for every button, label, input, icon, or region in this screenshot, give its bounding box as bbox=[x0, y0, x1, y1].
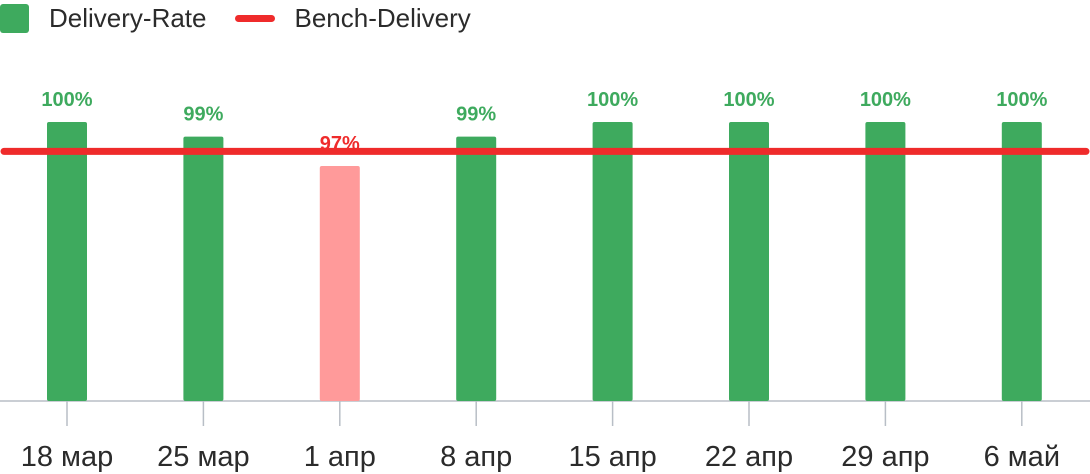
legend-swatch-delivery-rate bbox=[0, 3, 29, 33]
legend: Delivery-Rate Bench-Delivery bbox=[0, 0, 471, 36]
x-tick-label-6: 22 апр bbox=[705, 441, 793, 473]
bar-4 bbox=[456, 136, 497, 401]
bar-6 bbox=[729, 122, 769, 401]
legend-swatch-bench-delivery bbox=[234, 14, 275, 22]
legend-item-delivery-rate[interactable]: Delivery-Rate bbox=[0, 3, 207, 34]
x-tick-label-7: 29 апр bbox=[841, 441, 929, 473]
bar-8 bbox=[1001, 122, 1042, 401]
bar-value-label-1: 100% bbox=[41, 89, 92, 111]
x-tick-label-4: 8 апр bbox=[440, 441, 512, 473]
bar-2 bbox=[183, 136, 224, 401]
x-tick-label-2: 25 мар bbox=[157, 441, 250, 473]
bar-value-label-4: 99% bbox=[456, 104, 496, 126]
x-tick-label-1: 18 мар bbox=[21, 441, 114, 473]
x-tick-label-3: 1 апр bbox=[304, 441, 376, 473]
bar-5 bbox=[592, 122, 633, 401]
bar-3 bbox=[319, 166, 360, 401]
bar-value-label-2: 99% bbox=[183, 104, 223, 126]
legend-label-bench-delivery: Bench-Delivery bbox=[294, 2, 471, 33]
legend-item-bench-delivery[interactable]: Bench-Delivery bbox=[225, 3, 471, 34]
x-tick-label-5: 15 апр bbox=[568, 441, 656, 473]
bar-value-label-5: 100% bbox=[587, 89, 638, 111]
bar-value-label-8: 100% bbox=[996, 89, 1047, 111]
legend-label-delivery-rate: Delivery-Rate bbox=[49, 2, 207, 33]
bar-value-label-7: 100% bbox=[860, 89, 911, 111]
bar-1 bbox=[47, 122, 87, 401]
bar-7 bbox=[865, 122, 906, 401]
bar-value-label-6: 100% bbox=[723, 89, 774, 111]
x-tick-label-8: 6 май bbox=[984, 441, 1060, 473]
